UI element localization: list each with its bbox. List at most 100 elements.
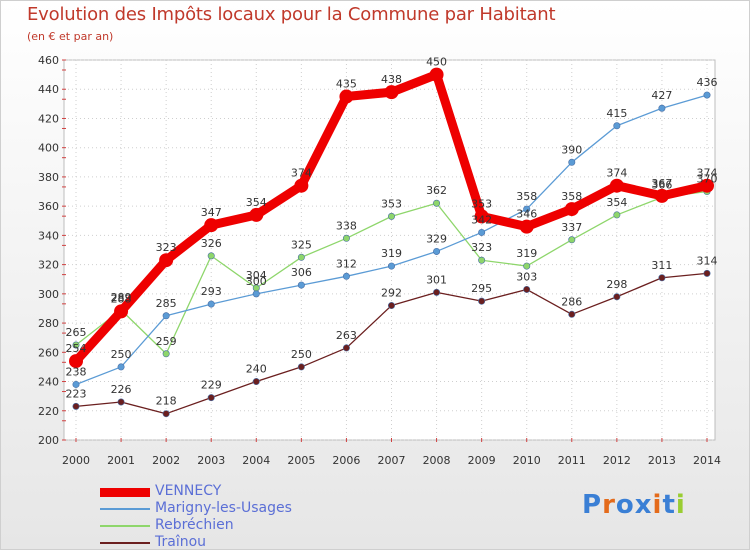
y-tick-label: 200	[38, 434, 59, 447]
x-tick-label: 2013	[648, 454, 676, 467]
y-tick-label: 320	[38, 259, 59, 272]
logo-letter: r	[602, 490, 616, 520]
chart-title: Evolution des Impôts locaux pour la Comm…	[27, 4, 556, 25]
data-label: 438	[381, 73, 402, 86]
data-point	[609, 178, 624, 193]
data-point	[117, 398, 125, 406]
x-tick-label: 2003	[197, 454, 225, 467]
x-tick-label: 2005	[287, 454, 315, 467]
data-label: 347	[201, 206, 222, 219]
data-point	[207, 394, 215, 402]
data-label: 311	[651, 259, 672, 272]
data-label: 286	[561, 295, 582, 308]
data-label: 293	[201, 285, 222, 298]
data-label: 326	[201, 237, 222, 250]
legend-swatch	[100, 525, 150, 527]
data-point	[523, 285, 531, 293]
data-label: 250	[291, 348, 312, 361]
y-tick-label: 380	[38, 171, 59, 184]
data-label: 263	[336, 329, 357, 342]
data-label: 319	[381, 247, 402, 260]
data-point	[342, 344, 350, 352]
y-tick-label: 440	[38, 83, 59, 96]
data-point	[207, 252, 215, 260]
plot-area	[63, 59, 716, 441]
data-point	[433, 247, 441, 255]
data-point	[523, 262, 531, 270]
data-label: 390	[561, 143, 582, 156]
data-point	[297, 253, 305, 261]
data-label: 354	[246, 196, 267, 209]
x-tick-label: 2000	[62, 454, 90, 467]
data-point	[478, 297, 486, 305]
data-label: 312	[336, 257, 357, 270]
x-tick-label: 2014	[693, 454, 721, 467]
data-label: 289	[111, 291, 132, 304]
y-tick-label: 240	[38, 376, 59, 389]
legend-swatch	[100, 542, 150, 544]
data-point	[342, 234, 350, 242]
data-label: 218	[156, 395, 177, 408]
data-point	[658, 274, 666, 282]
data-point	[249, 207, 264, 222]
data-label: 238	[66, 365, 87, 378]
data-label: 250	[111, 348, 132, 361]
legend-label: Traînou	[155, 534, 207, 550]
y-tick-label: 420	[38, 112, 59, 125]
data-point	[69, 354, 83, 369]
data-label: 362	[426, 184, 447, 197]
data-point	[429, 67, 444, 82]
x-tick-label: 2010	[513, 454, 541, 467]
data-point	[297, 363, 305, 371]
data-label: 300	[246, 275, 267, 288]
data-label: 325	[291, 238, 312, 251]
y-tick-label: 220	[38, 405, 59, 418]
data-point	[72, 341, 80, 349]
y-tick-label: 300	[38, 288, 59, 301]
y-tick-label: 400	[38, 142, 59, 155]
data-label: 374	[606, 167, 627, 180]
x-tick-label: 2009	[468, 454, 496, 467]
data-label: 306	[291, 266, 312, 279]
data-point	[523, 205, 531, 213]
data-label: 229	[201, 379, 222, 392]
legend-swatch	[100, 508, 150, 510]
logo-letter: P	[582, 490, 603, 520]
data-label: 288	[111, 292, 132, 305]
data-label: 292	[381, 287, 402, 300]
data-point	[207, 300, 215, 308]
data-label: 450	[426, 56, 447, 69]
data-label: 436	[697, 76, 718, 89]
data-label: 298	[606, 278, 627, 291]
data-label: 370	[697, 173, 718, 186]
data-point	[162, 410, 170, 418]
x-tick-label: 2002	[152, 454, 180, 467]
data-label: 337	[561, 221, 582, 234]
data-label: 374	[291, 167, 312, 180]
data-point	[613, 211, 621, 219]
data-point	[654, 188, 669, 203]
data-point	[433, 199, 441, 207]
data-label: 353	[381, 197, 402, 210]
y-tick-label: 280	[38, 317, 59, 330]
data-label: 358	[516, 190, 537, 203]
data-point	[294, 178, 309, 193]
data-point	[568, 158, 576, 166]
data-label: 259	[156, 335, 177, 348]
data-label: 427	[651, 89, 672, 102]
x-tick-label: 2001	[107, 454, 135, 467]
data-label: 415	[606, 107, 627, 120]
logo-letter: x	[634, 490, 653, 520]
data-point	[72, 402, 80, 410]
data-label: 223	[66, 387, 87, 400]
data-point	[478, 256, 486, 264]
data-label: 366	[651, 178, 672, 191]
data-point	[658, 104, 666, 112]
legend-label: Marigny-les-Usages	[155, 500, 292, 516]
data-label: 354	[606, 196, 627, 209]
data-label: 342	[471, 213, 492, 226]
data-point	[252, 378, 260, 386]
logo-letter: i	[675, 490, 686, 520]
logo-letter: o	[615, 490, 635, 520]
